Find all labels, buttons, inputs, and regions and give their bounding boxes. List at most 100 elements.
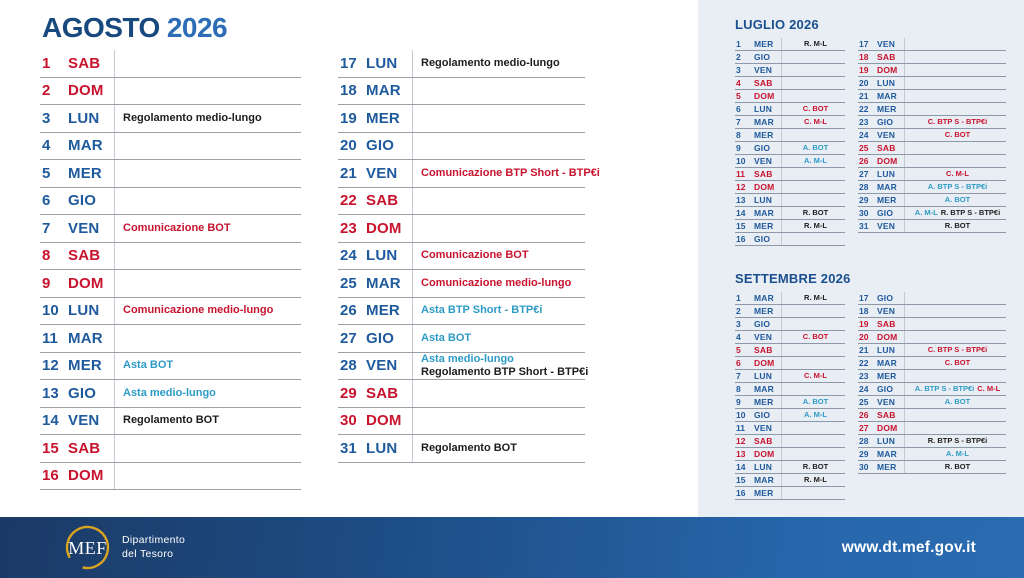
calendar-row: 22 MER bbox=[858, 103, 1006, 116]
day-label: MER bbox=[877, 462, 897, 472]
day-number: 9 bbox=[736, 143, 741, 153]
calendar-row: 14 VEN Regolamento BOT bbox=[40, 407, 301, 435]
day-number: 6 bbox=[42, 192, 51, 210]
day-label: SAB bbox=[877, 410, 896, 420]
calendar-row: 24 VEN C. BOT bbox=[858, 129, 1006, 142]
day-number: 30 bbox=[340, 412, 357, 430]
day-events: Asta BTP Short - BTP€i bbox=[412, 297, 585, 324]
calendar-row: 3 LUN Regolamento medio-lungo bbox=[40, 105, 301, 133]
calendar-row: 8 MAR bbox=[735, 383, 845, 396]
day-label: VEN bbox=[366, 357, 398, 375]
day-events: Comunicazione BOT bbox=[114, 215, 301, 242]
day-events bbox=[781, 318, 845, 330]
day-events bbox=[781, 129, 845, 141]
day-number: 10 bbox=[42, 302, 59, 320]
calendar-row: 25 MAR Comunicazione medio-lungo bbox=[338, 270, 585, 298]
calendar-row: 11 SAB bbox=[735, 168, 845, 181]
day-number: 16 bbox=[42, 467, 59, 485]
day-events bbox=[781, 487, 845, 499]
day-events: A. BTP S - BTP€i bbox=[904, 181, 1006, 193]
day-events bbox=[781, 194, 845, 206]
day-label: LUN bbox=[754, 104, 773, 114]
day-label: MER bbox=[754, 488, 774, 498]
day-number: 4 bbox=[736, 332, 741, 342]
day-label: MAR bbox=[754, 117, 774, 127]
day-events: Regolamento medio-lungo bbox=[412, 50, 585, 77]
day-events bbox=[412, 132, 585, 159]
day-number: 13 bbox=[736, 195, 746, 205]
day-events: C. BOT bbox=[781, 103, 845, 115]
calendar-row: 28 MAR A. BTP S - BTP€i bbox=[858, 181, 1006, 194]
day-number: 15 bbox=[736, 475, 746, 485]
day-label: SAB bbox=[754, 345, 773, 355]
day-label: VEN bbox=[754, 65, 773, 75]
calendar-row: 28 LUN R. BTP S - BTP€i bbox=[858, 435, 1006, 448]
day-number: 3 bbox=[736, 319, 741, 329]
event-label: Regolamento medio-lungo bbox=[421, 56, 560, 69]
event-label: R. M-L bbox=[804, 475, 827, 485]
day-label: VEN bbox=[877, 397, 896, 407]
day-label: VEN bbox=[877, 130, 896, 140]
day-number: 12 bbox=[736, 436, 746, 446]
day-number: 22 bbox=[859, 358, 869, 368]
day-events bbox=[904, 370, 1006, 382]
day-events bbox=[904, 422, 1006, 434]
day-events: A. BOT bbox=[904, 396, 1006, 408]
calendar-row: 8 SAB bbox=[40, 242, 301, 270]
day-events: C. M-L bbox=[781, 370, 845, 382]
event-label: R. BOT bbox=[802, 208, 829, 218]
day-events bbox=[904, 142, 1006, 154]
day-events bbox=[781, 305, 845, 317]
day-label: LUN bbox=[68, 109, 100, 127]
day-number: 23 bbox=[859, 117, 869, 127]
day-events: Comunicazione medio-lungo bbox=[114, 297, 301, 324]
day-number: 4 bbox=[736, 78, 741, 88]
day-events bbox=[904, 155, 1006, 167]
day-events: Regolamento BOT bbox=[114, 407, 301, 434]
calendar-row: 4 VEN C. BOT bbox=[735, 331, 845, 344]
event-label: Regolamento medio-lungo bbox=[123, 111, 262, 124]
calendar-row: 25 VEN A. BOT bbox=[858, 396, 1006, 409]
mini-calendar-title-july: LUGLIO 2026 bbox=[735, 17, 819, 32]
day-label: LUN bbox=[877, 436, 896, 446]
day-events: A. BOT bbox=[781, 396, 845, 408]
day-number: 22 bbox=[859, 104, 869, 114]
day-events bbox=[781, 435, 845, 447]
calendar-row: 13 LUN bbox=[735, 194, 845, 207]
day-events: R. M-L bbox=[781, 38, 845, 50]
day-events: A. M-L bbox=[904, 448, 1006, 460]
event-label: Regolamento BTP Short - BTP€i bbox=[421, 365, 589, 378]
event-label: R. BOT bbox=[802, 462, 829, 472]
department-line1: Dipartimento bbox=[122, 533, 186, 546]
calendar-row: 27 LUN C. M-L bbox=[858, 168, 1006, 181]
september-table-days-1-16: 1 MAR R. M-L 2 MER 3 GIO 4 VEN C. BOT 5 SAB 6 DOM 7 LUN… bbox=[735, 292, 845, 500]
day-label: MAR bbox=[877, 358, 897, 368]
calendar-row: 26 MER Asta BTP Short - BTP€i bbox=[338, 297, 585, 325]
day-number: 1 bbox=[736, 293, 741, 303]
calendar-row: 26 SAB bbox=[858, 409, 1006, 422]
calendar-row: 16 MER bbox=[735, 487, 845, 500]
day-label: MAR bbox=[366, 274, 401, 292]
day-label: GIO bbox=[877, 293, 894, 303]
event-label: Comunicazione BTP Short - BTP€i bbox=[421, 166, 600, 179]
day-number: 20 bbox=[859, 332, 869, 342]
event-label: Asta medio-lungo bbox=[421, 353, 514, 366]
day-label: VEN bbox=[877, 39, 896, 49]
calendar-row: 7 VEN Comunicazione BOT bbox=[40, 215, 301, 243]
day-label: MER bbox=[877, 104, 897, 114]
calendar-row: 24 LUN Comunicazione BOT bbox=[338, 242, 585, 270]
day-events: Asta medio-lungo Regolamento BTP Short - … bbox=[412, 352, 589, 379]
day-events bbox=[114, 50, 301, 77]
day-number: 18 bbox=[859, 52, 869, 62]
day-label: DOM bbox=[68, 82, 104, 100]
day-number: 11 bbox=[42, 329, 58, 347]
day-events: Asta BOT bbox=[412, 325, 585, 352]
day-events bbox=[114, 242, 301, 269]
day-events: Regolamento BOT bbox=[412, 435, 585, 462]
day-label: GIO bbox=[754, 319, 771, 329]
day-label: DOM bbox=[877, 65, 898, 75]
day-label: DOM bbox=[754, 182, 775, 192]
day-events: C. BTP S - BTP€i bbox=[904, 116, 1006, 128]
event-label: C. M-L bbox=[804, 371, 827, 381]
day-events bbox=[781, 181, 845, 193]
